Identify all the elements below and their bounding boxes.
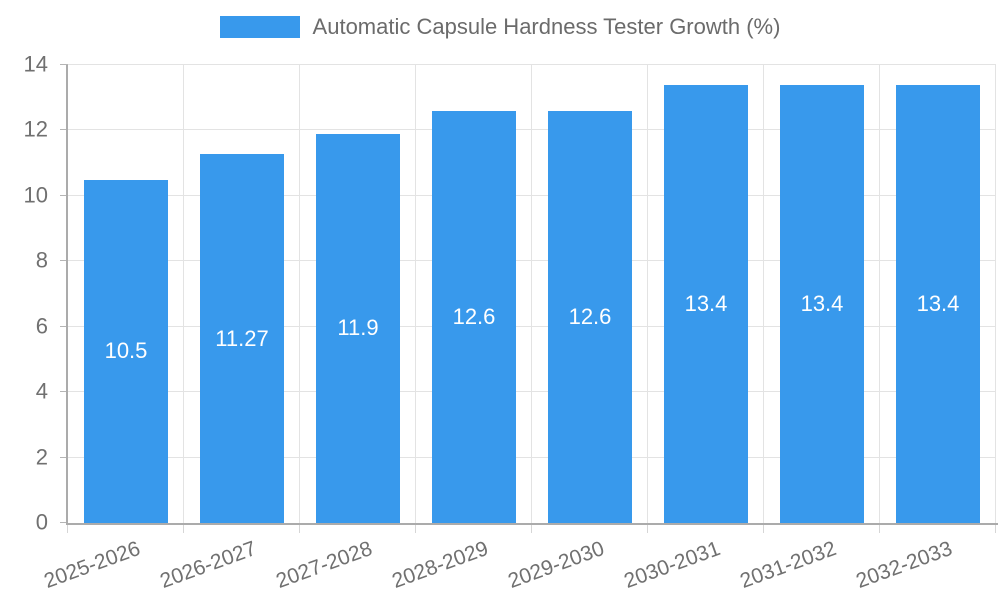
- x-tick-mark: [763, 525, 764, 533]
- y-tick-mark: [60, 391, 68, 393]
- bar[interactable]: [200, 154, 284, 523]
- v-gridline: [879, 65, 880, 523]
- y-tick-mark: [60, 129, 68, 131]
- y-tick-label: 14: [23, 51, 48, 77]
- h-gridline: [68, 391, 996, 393]
- y-tick-label: 2: [35, 444, 48, 470]
- v-gridline: [415, 65, 416, 523]
- x-tick-mark: [415, 525, 416, 533]
- bar-value-label: 10.5: [104, 338, 148, 364]
- legend-label: Automatic Capsule Hardness Tester Growth…: [312, 14, 781, 39]
- bar-value-label: 12.6: [452, 303, 496, 329]
- x-tick-label: 2025-2026: [40, 537, 143, 593]
- y-tick-label: 8: [35, 247, 48, 273]
- x-tick-label: 2026-2027: [156, 537, 259, 593]
- h-gridline: [68, 129, 996, 131]
- bar-value-label: 11.27: [215, 325, 269, 351]
- x-tick-label: 2030-2031: [620, 537, 723, 593]
- y-tick-label: 0: [35, 509, 48, 535]
- v-gridline: [647, 65, 648, 523]
- x-tick-label: 2029-2030: [504, 537, 607, 593]
- bar-value-label: 12.6: [568, 303, 612, 329]
- y-tick-label: 4: [35, 378, 48, 404]
- bar-value-label: 11.9: [337, 315, 379, 341]
- v-gridline: [299, 65, 300, 523]
- x-tick-label: 2028-2029: [388, 537, 491, 593]
- y-tick-mark: [60, 194, 68, 196]
- y-tick-label: 10: [23, 182, 48, 208]
- h-gridline: [68, 325, 996, 327]
- y-tick-mark: [60, 522, 68, 523]
- x-tick-mark: [995, 525, 996, 533]
- x-tick-label: 2031-2032: [736, 537, 839, 593]
- bar[interactable]: [316, 133, 400, 523]
- v-gridline: [531, 65, 532, 523]
- x-tick-label: 2032-2033: [852, 537, 955, 593]
- h-gridline: [68, 194, 996, 196]
- y-tick-label: 6: [35, 313, 48, 339]
- y-tick-mark: [60, 325, 68, 327]
- y-tick-mark: [60, 456, 68, 458]
- v-gridline: [763, 65, 764, 523]
- h-gridline: [68, 456, 996, 458]
- y-tick-label: 12: [23, 116, 48, 142]
- x-tick-mark: [67, 525, 68, 533]
- bar-value-label: 13.4: [684, 290, 728, 316]
- x-tick-mark: [647, 525, 648, 533]
- x-tick-mark: [531, 525, 532, 533]
- y-axis-line: [66, 65, 68, 525]
- bar[interactable]: [84, 179, 168, 523]
- bar[interactable]: [664, 84, 748, 523]
- v-gridline: [183, 65, 184, 523]
- bar[interactable]: [432, 110, 516, 523]
- x-tick-mark: [183, 525, 184, 533]
- x-tick-label: 2027-2028: [272, 537, 375, 593]
- h-gridline: [68, 260, 996, 262]
- bar-value-label: 13.4: [916, 290, 960, 316]
- x-tick-mark: [299, 525, 300, 533]
- bar[interactable]: [780, 84, 864, 523]
- legend-swatch: [219, 16, 300, 38]
- h-gridline: [68, 64, 996, 65]
- x-tick-mark: [879, 525, 880, 533]
- bar-value-label: 13.4: [800, 290, 844, 316]
- x-axis-line: [66, 523, 998, 525]
- chart-legend[interactable]: Automatic Capsule Hardness Tester Growth…: [0, 14, 1000, 40]
- y-tick-mark: [60, 64, 68, 65]
- bar[interactable]: [896, 84, 980, 523]
- bar[interactable]: [548, 110, 632, 523]
- v-gridline: [995, 65, 996, 523]
- y-tick-mark: [60, 260, 68, 262]
